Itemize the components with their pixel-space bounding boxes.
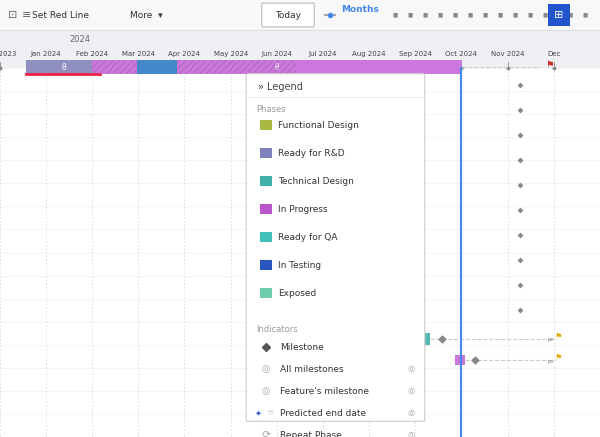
Text: All milestones: All milestones	[280, 364, 344, 374]
Text: Nov 2024: Nov 2024	[491, 51, 525, 57]
Bar	[260, 148, 272, 158]
Text: px: px	[548, 337, 555, 343]
Text: ⚑: ⚑	[555, 354, 563, 363]
Text: Today: Today	[275, 10, 301, 20]
Text: ◎: ◎	[262, 364, 270, 374]
Bar	[26, 60, 101, 74]
Text: Sep 2024: Sep 2024	[398, 51, 431, 57]
FancyBboxPatch shape	[246, 74, 425, 421]
Text: ◎: ◎	[407, 364, 415, 374]
Text: Aug 2024: Aug 2024	[352, 51, 386, 57]
Text: Ready for QA: Ready for QA	[278, 232, 337, 242]
Text: ■: ■	[422, 13, 428, 17]
Text: Ready for R&D: Ready for R&D	[278, 149, 344, 157]
Text: ⟳: ⟳	[262, 430, 271, 437]
Text: Jun 2024: Jun 2024	[262, 51, 292, 57]
Text: Dec 2023: Dec 2023	[0, 51, 17, 57]
Text: ◎: ◎	[407, 409, 415, 417]
Text: Set Red Line: Set Red Line	[32, 10, 89, 20]
Bar	[0, 30, 600, 68]
Text: Jul 2024: Jul 2024	[309, 51, 337, 57]
Text: ◎: ◎	[407, 386, 415, 395]
Text: ■: ■	[437, 13, 443, 17]
Text: ⊞: ⊞	[554, 10, 563, 20]
Text: ☆: ☆	[266, 409, 274, 417]
Text: Technical Design: Technical Design	[278, 177, 354, 185]
Text: 2024: 2024	[70, 35, 91, 45]
Text: Milestone: Milestone	[280, 343, 324, 351]
Text: ≡: ≡	[22, 10, 31, 20]
Text: ■: ■	[452, 13, 458, 17]
Text: ■: ■	[512, 13, 518, 17]
Bar	[260, 260, 272, 270]
Bar	[390, 333, 430, 345]
Text: Exposed: Exposed	[278, 288, 316, 298]
Text: Predicted end date: Predicted end date	[280, 409, 366, 417]
Text: May 2024: May 2024	[214, 51, 248, 57]
Text: ■: ■	[583, 13, 587, 17]
Text: Feb 2024: Feb 2024	[76, 51, 108, 57]
Text: ⊡: ⊡	[8, 10, 17, 20]
Text: ■: ■	[568, 13, 572, 17]
Text: ■: ■	[542, 13, 548, 17]
Bar	[260, 232, 272, 242]
Text: Months: Months	[341, 6, 379, 14]
Bar	[0, 0, 600, 30]
Bar	[260, 288, 272, 298]
FancyBboxPatch shape	[262, 3, 314, 27]
Text: ◎: ◎	[407, 430, 415, 437]
Text: Functional Design: Functional Design	[278, 121, 359, 129]
Text: ■: ■	[407, 13, 413, 17]
Text: Dec: Dec	[547, 51, 560, 57]
Bar	[0, 68, 600, 437]
Bar	[260, 204, 272, 214]
Text: ⚑: ⚑	[555, 333, 563, 341]
Text: In Testing: In Testing	[278, 260, 321, 270]
Text: θ: θ	[275, 62, 280, 72]
Text: Oct 2024: Oct 2024	[445, 51, 477, 57]
Text: Repeat Phase: Repeat Phase	[280, 430, 342, 437]
Text: ■: ■	[527, 13, 533, 17]
Bar	[260, 120, 272, 130]
Text: Apr 2024: Apr 2024	[168, 51, 200, 57]
Text: θ: θ	[61, 62, 66, 72]
Text: Indicators: Indicators	[256, 325, 298, 333]
Text: ✦: ✦	[254, 409, 262, 417]
Text: Phases: Phases	[256, 104, 286, 114]
Text: ■: ■	[482, 13, 488, 17]
Bar	[92, 60, 296, 74]
Text: px: px	[548, 358, 555, 364]
Bar	[548, 4, 570, 26]
Text: ■: ■	[497, 13, 503, 17]
Text: In Progress: In Progress	[278, 205, 328, 214]
Text: ■: ■	[467, 13, 473, 17]
Bar	[137, 60, 177, 74]
Text: More  ▾: More ▾	[130, 10, 163, 20]
Text: ⚑: ⚑	[545, 60, 554, 70]
Text: » Legend: » Legend	[258, 82, 303, 92]
Bar	[455, 355, 465, 365]
Bar	[260, 176, 272, 186]
Text: Mar 2024: Mar 2024	[121, 51, 155, 57]
Text: Feature's milestone: Feature's milestone	[280, 386, 369, 395]
Bar	[92, 60, 462, 74]
Text: ■: ■	[392, 13, 398, 17]
Text: Jan 2024: Jan 2024	[31, 51, 61, 57]
Text: ◎: ◎	[262, 386, 270, 396]
